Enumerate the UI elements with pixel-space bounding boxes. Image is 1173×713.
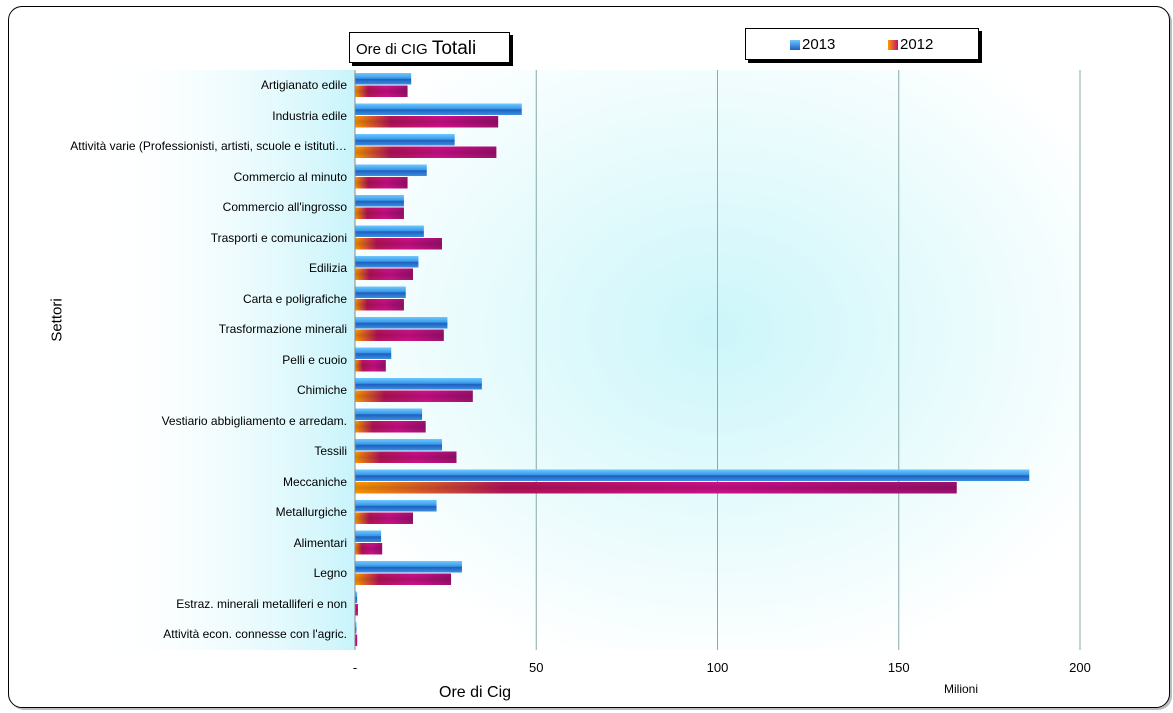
bar-2013-1	[355, 103, 522, 115]
bar-2013-12	[355, 439, 442, 451]
x-tick-label: 50	[529, 660, 544, 675]
bar-shade-2012-10	[355, 390, 473, 402]
category-label: Chimiche	[296, 383, 347, 397]
bar-shade-2012-12	[355, 451, 457, 463]
bar-2013-11	[355, 408, 423, 420]
category-label: Commercio al minuto	[233, 169, 347, 184]
chart-title-small: Ore di CIG	[356, 41, 428, 58]
bar-2013-13	[355, 469, 1030, 481]
bar-shade-2012-8	[355, 329, 444, 341]
legend-label-2013: 2013	[802, 36, 836, 53]
bar-2013-14	[355, 500, 437, 512]
legend-item-2013: 2013	[790, 36, 835, 53]
category-label: Pelli e cuoio	[282, 352, 347, 367]
bar-2013-6	[355, 256, 419, 268]
bar-2013-18	[355, 622, 357, 634]
legend-label-2012: 2012	[900, 36, 934, 53]
x-tick-label: 150	[887, 660, 910, 675]
category-label: Edilizia	[308, 261, 347, 275]
x-tick-label: -	[352, 660, 358, 675]
x-tick-label: 100	[706, 660, 729, 675]
bar-shade-2012-7	[355, 299, 404, 311]
legend: 2013 2012	[745, 28, 979, 60]
category-label: Vestiario abbigliamento e arredam.	[161, 413, 347, 428]
bar-2013-3	[355, 164, 427, 176]
category-label: Estraz. minerali metalliferi e non	[176, 596, 347, 611]
bar-shade-2012-4	[355, 207, 404, 219]
x-tick-label: 200	[1069, 660, 1091, 675]
bar-2013-4	[355, 195, 404, 207]
category-label: Carta e poligrafiche	[242, 291, 347, 306]
side-glow	[90, 70, 355, 650]
bar-shade-2012-13	[355, 482, 957, 494]
category-label: Legno	[313, 566, 347, 580]
bar-2013-2	[355, 134, 455, 146]
chart-title: Ore di CIG Totali	[349, 32, 510, 63]
category-label: Attività varie (Professionisti, artisti,…	[70, 139, 347, 153]
y-axis-title: Settori	[48, 298, 66, 342]
bar-shade-2012-18	[355, 634, 358, 646]
bar-2013-9	[355, 347, 392, 359]
bar-shade-2012-16	[355, 573, 452, 585]
legend-item-2012: 2012	[888, 36, 933, 53]
chart-title-big: Totali	[431, 38, 477, 59]
bar-shade-2012-3	[355, 177, 408, 189]
bar-shade-2012-9	[355, 360, 386, 372]
category-label: Tessili	[314, 444, 347, 458]
category-label: Attività econ. connesse con l'agric.	[163, 627, 347, 641]
bar-2013-17	[355, 591, 358, 603]
category-label: Industria edile	[272, 108, 347, 123]
bar-2013-7	[355, 286, 406, 298]
bar-shade-2012-17	[355, 604, 358, 616]
category-label: Trasformazione minerali	[218, 322, 347, 336]
category-label: Metallurgiche	[275, 505, 347, 519]
legend-swatch-2012	[888, 39, 898, 50]
category-label: Artigianato edile	[260, 78, 347, 92]
bar-2013-10	[355, 378, 482, 390]
bar-shade-2012-11	[355, 421, 426, 433]
bar-shade-2012-15	[355, 543, 383, 555]
bar-2013-5	[355, 225, 424, 237]
bar-shade-2012-5	[355, 238, 442, 250]
bar-shade-2012-2	[355, 146, 497, 158]
bar-2013-16	[355, 561, 462, 573]
x-axis-title: Ore di Cig	[439, 684, 512, 701]
bar-2013-8	[355, 317, 448, 329]
bar-shade-2012-1	[355, 116, 499, 128]
category-label: Trasporti e comunicazioni	[210, 230, 347, 245]
bar-shade-2012-0	[355, 85, 408, 97]
unit-label: Milioni	[944, 682, 979, 696]
bar-2013-0	[355, 73, 412, 85]
legend-swatch-2013	[790, 39, 800, 50]
category-label: Commercio all'ingrosso	[222, 200, 347, 214]
bar-2013-15	[355, 530, 382, 542]
bar-shade-2012-6	[355, 268, 413, 280]
category-label: Meccaniche	[282, 474, 347, 489]
bar-shade-2012-14	[355, 512, 413, 524]
category-label: Alimentari	[293, 535, 347, 550]
